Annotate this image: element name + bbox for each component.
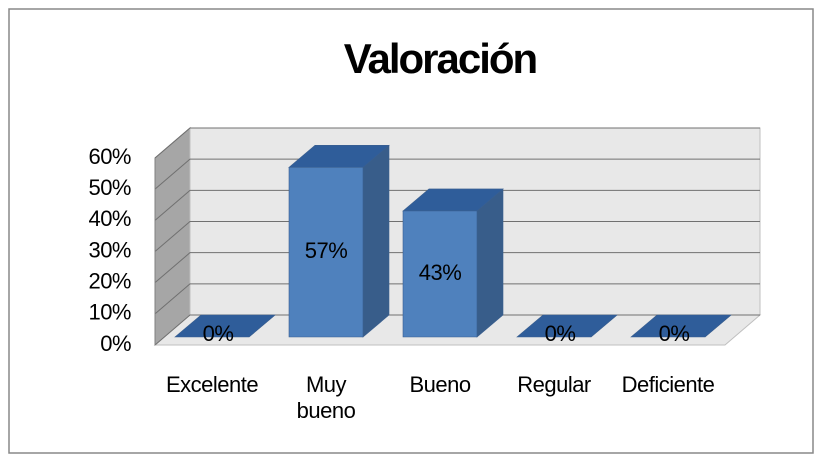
x-tick-label: Muy bueno <box>286 372 366 424</box>
grid-line <box>154 127 760 159</box>
grid-line <box>154 252 760 284</box>
x-tick-label: Excelente <box>166 372 259 398</box>
bar <box>288 144 390 338</box>
x-tick-text: Deficiente <box>621 372 715 397</box>
x-tick-text: Regular <box>517 372 591 397</box>
bar-front <box>402 210 478 338</box>
bar <box>402 188 504 338</box>
y-tick-label: 10% <box>88 300 131 325</box>
x-tick-label: Bueno <box>400 372 480 398</box>
bar-side <box>362 144 390 338</box>
grid-line <box>154 221 760 252</box>
y-tick-label: 30% <box>88 237 131 262</box>
x-tick-text: Excelente <box>165 372 259 397</box>
x-tick-text: Muy bueno <box>296 372 356 423</box>
chart-title: Valoración <box>344 35 537 82</box>
bar-top <box>174 314 276 338</box>
bar-side <box>476 188 504 338</box>
y-tick-label: 60% <box>88 144 131 169</box>
y-tick-label: 50% <box>88 175 131 200</box>
value-label: 43% <box>419 260 462 285</box>
bar-top <box>516 314 618 338</box>
bar-top <box>630 314 732 338</box>
grid-line <box>154 283 760 315</box>
bar <box>630 314 732 338</box>
bar <box>516 314 618 338</box>
x-tick-label: Deficiente <box>622 372 715 398</box>
value-label: 57% <box>305 238 348 263</box>
value-label: 0% <box>659 321 690 346</box>
y-tick-label: 40% <box>88 206 131 231</box>
x-tick-label: Regular <box>514 372 594 398</box>
value-label: 0% <box>545 321 576 346</box>
grid-line <box>154 158 760 190</box>
bar <box>174 314 276 338</box>
y-tick-label: 20% <box>88 268 131 293</box>
x-tick-text: Bueno <box>409 372 471 397</box>
value-label: 0% <box>203 321 234 346</box>
grid-line <box>154 189 760 221</box>
bar-front <box>288 167 364 338</box>
y-tick-label: 0% <box>100 331 131 356</box>
